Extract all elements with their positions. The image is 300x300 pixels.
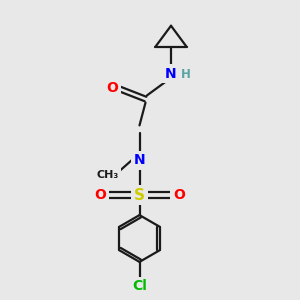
Text: Cl: Cl <box>132 280 147 293</box>
Text: N: N <box>134 154 145 167</box>
Text: S: S <box>134 188 145 202</box>
Text: CH₃: CH₃ <box>97 170 119 181</box>
Text: N: N <box>165 67 177 80</box>
Text: O: O <box>94 188 106 202</box>
Text: O: O <box>106 82 118 95</box>
Text: O: O <box>173 188 185 202</box>
Text: H: H <box>181 68 190 81</box>
